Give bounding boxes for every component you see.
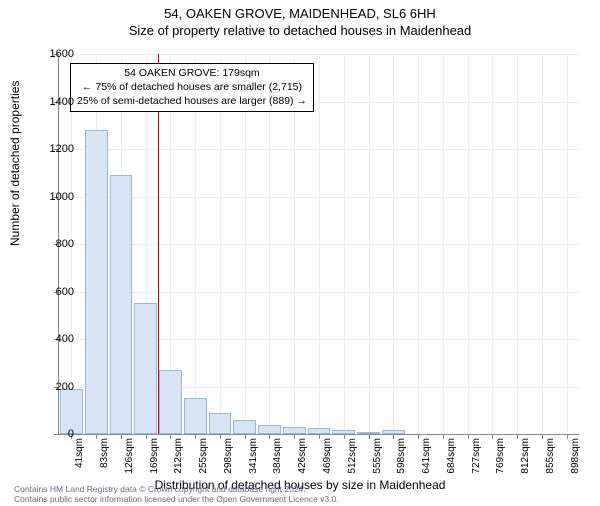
histogram-bar: [283, 427, 306, 434]
ytick-label: 0: [34, 428, 74, 440]
gridline-v: [418, 54, 419, 434]
xtick-label: 83sqm: [99, 438, 110, 468]
xtick-mark: [294, 434, 295, 439]
histogram-bar: [258, 425, 281, 435]
xtick-label: 126sqm: [124, 438, 135, 474]
histogram-bar: [308, 428, 331, 434]
ytick-label: 1400: [34, 96, 74, 108]
ytick-label: 600: [34, 286, 74, 298]
ytick-label: 1600: [34, 48, 74, 60]
xtick-label: 341sqm: [248, 438, 259, 474]
footer-line1: Contains HM Land Registry data © Crown c…: [14, 484, 339, 494]
gridline-v: [468, 54, 469, 434]
gridline-v: [443, 54, 444, 434]
xtick-mark: [393, 434, 394, 439]
histogram-bar: [233, 420, 256, 434]
xtick-label: 555sqm: [372, 438, 383, 474]
histogram-bar: [357, 432, 380, 434]
ytick-label: 200: [34, 381, 74, 393]
xtick-label: 598sqm: [396, 438, 407, 474]
xtick-label: 212sqm: [173, 438, 184, 474]
xtick-label: 684sqm: [446, 438, 457, 474]
annotation-line3: 25% of semi-detached houses are larger (…: [77, 94, 307, 108]
histogram-bar: [85, 130, 108, 434]
xtick-mark: [567, 434, 568, 439]
footer-attribution: Contains HM Land Registry data © Crown c…: [14, 484, 339, 504]
ytick-label: 800: [34, 238, 74, 250]
xtick-label: 384sqm: [272, 438, 283, 474]
xtick-label: 512sqm: [347, 438, 358, 474]
xtick-mark: [96, 434, 97, 439]
xtick-mark: [245, 434, 246, 439]
xtick-label: 41sqm: [74, 438, 85, 468]
histogram-bar: [209, 413, 232, 434]
xtick-label: 769sqm: [495, 438, 506, 474]
gridline-v: [517, 54, 518, 434]
gridline-v: [369, 54, 370, 434]
y-axis-label: Number of detached properties: [8, 81, 22, 246]
ytick-label: 1200: [34, 143, 74, 155]
xtick-label: 426sqm: [297, 438, 308, 474]
gridline-v: [344, 54, 345, 434]
xtick-label: 812sqm: [520, 438, 531, 474]
gridline-v: [492, 54, 493, 434]
chart-title-address: 54, OAKEN GROVE, MAIDENHEAD, SL6 6HH: [0, 6, 600, 21]
footer-line2: Contains public sector information licen…: [14, 494, 339, 504]
histogram-bar: [382, 430, 405, 434]
xtick-mark: [468, 434, 469, 439]
xtick-label: 469sqm: [322, 438, 333, 474]
annotation-box: 54 OAKEN GROVE: 179sqm ← 75% of detached…: [70, 63, 314, 112]
annotation-line1: 54 OAKEN GROVE: 179sqm: [77, 66, 307, 80]
gridline-v: [319, 54, 320, 434]
annotation-line2: ← 75% of detached houses are smaller (2,…: [77, 80, 307, 94]
histogram-bar: [184, 398, 207, 434]
xtick-label: 255sqm: [198, 438, 209, 474]
xtick-label: 855sqm: [545, 438, 556, 474]
xtick-label: 298sqm: [223, 438, 234, 474]
xtick-mark: [542, 434, 543, 439]
histogram-bar: [159, 370, 182, 434]
xtick-mark: [443, 434, 444, 439]
gridline-v: [542, 54, 543, 434]
xtick-mark: [121, 434, 122, 439]
xtick-mark: [418, 434, 419, 439]
xtick-mark: [369, 434, 370, 439]
ytick-label: 1000: [34, 191, 74, 203]
xtick-mark: [170, 434, 171, 439]
xtick-mark: [220, 434, 221, 439]
gridline-v: [393, 54, 394, 434]
xtick-label: 641sqm: [421, 438, 432, 474]
xtick-mark: [517, 434, 518, 439]
xtick-mark: [344, 434, 345, 439]
histogram-bar: [332, 430, 355, 434]
xtick-label: 169sqm: [149, 438, 160, 474]
gridline-v: [567, 54, 568, 434]
chart-title-sub: Size of property relative to detached ho…: [0, 23, 600, 38]
xtick-mark: [269, 434, 270, 439]
xtick-label: 898sqm: [570, 438, 581, 474]
histogram-bar: [134, 303, 157, 434]
xtick-mark: [146, 434, 147, 439]
xtick-mark: [195, 434, 196, 439]
histogram-bar: [110, 175, 133, 434]
xtick-mark: [319, 434, 320, 439]
xtick-mark: [492, 434, 493, 439]
xtick-label: 727sqm: [471, 438, 482, 474]
ytick-label: 400: [34, 333, 74, 345]
